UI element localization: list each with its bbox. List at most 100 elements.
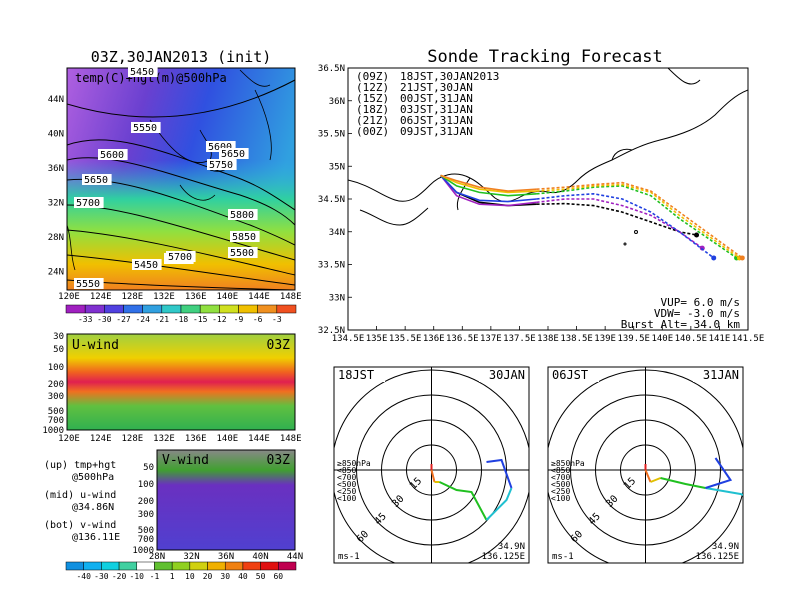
colorbar-label: -24: [135, 315, 150, 324]
x-tick-label: 148E: [280, 434, 302, 444]
hodograph-18jst: 15304560≥850hPa<850<700<500<250<10018JST…: [333, 366, 530, 564]
x-tick-label: 148E: [280, 292, 302, 302]
track-y-ticks: 36.5N 36N 35.5N 35N 34.5N 34N 33.5N 33N 32.5N: [318, 64, 352, 336]
x-tick-label: 120E: [58, 434, 80, 444]
contour-label-text: 5650: [221, 149, 245, 160]
contour-label: 5500: [228, 247, 258, 259]
x-tick-label: 132E: [153, 292, 175, 302]
colorbar-label: -12: [212, 315, 227, 324]
x-tick-label: 138E: [537, 334, 559, 344]
colorbar-swatch: [142, 304, 163, 314]
init-title: 03Z,30JAN2013 (init): [91, 48, 272, 66]
track-series: [439, 174, 745, 261]
legend-label: 03JST,31JAN: [400, 103, 473, 116]
pressure-legend: <250: [337, 487, 356, 496]
x-tick-label: 128E: [121, 292, 143, 302]
colorbar-label: -40: [76, 572, 91, 581]
pressure-legend: <250: [551, 487, 570, 496]
v-wind-field: [157, 450, 295, 550]
colorbar-swatch: [118, 561, 138, 571]
colorbar-swatch: [238, 304, 258, 314]
annotation-vup: VUP= 6.0 m/s: [661, 296, 740, 309]
pressure-legend: <700: [551, 473, 570, 482]
v-wind-time: 03Z: [267, 453, 291, 468]
contour-label-text: 5800: [230, 210, 254, 221]
y-tick-label: 500: [48, 407, 64, 417]
y-tick-label: 500: [138, 526, 154, 536]
x-tick-label: 137.5E: [503, 334, 536, 344]
temp-colorbar: -33 -30 -27 -24 -21 -18 -15 -12 -9 -6 -3: [65, 304, 297, 324]
hodo-trace: [644, 469, 652, 483]
x-tick-label: 144E: [248, 292, 270, 302]
colorbar-label: 30: [220, 572, 230, 581]
legend-code: (09Z): [356, 70, 389, 83]
colorbar-swatch: [257, 304, 278, 314]
x-tick-label: 136E: [423, 334, 445, 344]
pressure-legend: <500: [337, 480, 356, 489]
x-tick-label: 141.5E: [732, 334, 765, 344]
y-tick-label: 34.5N: [318, 195, 345, 205]
contour-labels: 5450555056005650570057505800585055005400…: [74, 66, 260, 290]
hodo-trace: [430, 469, 436, 483]
temp-map-x-ticks: 120E 124E 128E 132E 136E 140E 144E 148E: [58, 292, 301, 302]
contour-label-text: 5650: [84, 175, 108, 186]
x-tick-label: 139.5E: [617, 334, 650, 344]
hodo-time-label: 18JST: [338, 368, 374, 382]
x-tick-label: 136E: [185, 292, 207, 302]
x-tick-label: 44N: [287, 552, 303, 562]
hodo-location-lat: 34.9N: [498, 542, 525, 552]
v-wind-x-ticks: 28N 32N 36N 40N 44N: [149, 552, 303, 562]
colorbar-swatch: [276, 304, 297, 314]
track-line-dashed: [536, 181, 743, 259]
x-tick-label: 36N: [218, 552, 234, 562]
x-tick-label: 120E: [58, 292, 80, 302]
hodo-date-label: 30JAN: [489, 368, 525, 382]
hodo-trace: [486, 458, 513, 489]
x-tick-label: 135.5E: [389, 334, 422, 344]
x-tick-label: 140E: [216, 434, 238, 444]
legend-bot2: @136.11E: [72, 532, 120, 543]
contour-label: 5750: [207, 159, 237, 171]
v-colorbar: -40 -30 -20 -10 -1 1 10 20 30 40 50 60: [65, 561, 297, 581]
contour-label: 5600: [98, 149, 128, 161]
colorbar-swatch: [199, 304, 220, 314]
y-tick-label: 35.5N: [318, 130, 345, 140]
contour-label-text: 5750: [209, 160, 233, 171]
y-tick-label: 33.5N: [318, 261, 345, 271]
contour-label-text: 5550: [76, 279, 100, 290]
pressure-legend: <700: [337, 473, 356, 482]
v-wind-panel: [156, 449, 296, 551]
contour-label-text: 5550: [133, 123, 157, 134]
y-tick-label: 700: [48, 416, 64, 426]
hodo-date-label: 31JAN: [703, 368, 739, 382]
colorbar-swatch: [65, 304, 86, 314]
track-line-solid: [440, 174, 537, 197]
legend-code: (18Z): [356, 103, 389, 116]
colorbar-swatch: [242, 561, 261, 571]
pressure-legend: <850: [337, 466, 356, 475]
x-tick-label: 136.5E: [446, 334, 479, 344]
colorbar-label: -18: [174, 315, 189, 324]
contour-label: 5650: [82, 174, 112, 186]
contour-label: 5700: [166, 251, 196, 263]
y-tick-label: 35N: [329, 162, 345, 172]
track-endpoint: [711, 255, 717, 261]
colorbar-label: -10: [130, 572, 145, 581]
y-tick-label: 50: [53, 345, 64, 355]
track-line-solid: [440, 174, 537, 192]
x-tick-label: 138.5E: [560, 334, 593, 344]
hodo-time-label: 06JST: [552, 368, 588, 382]
temp-map-label: temp(C)+hgt(m)@500hPa: [75, 71, 227, 85]
colorbar-swatch: [104, 304, 124, 314]
y-tick-label: 30: [53, 332, 64, 342]
page-title: Sonde Tracking Forecast: [427, 47, 662, 67]
legend-mid2: @34.86N: [72, 502, 114, 513]
legend-label: 18JST,30JAN2013: [400, 70, 499, 83]
x-tick-label: 137E: [480, 334, 502, 344]
y-tick-label: 50: [143, 463, 154, 473]
colorbar-label: 60: [273, 572, 283, 581]
track-line-dashed: [536, 185, 738, 259]
v-wind-label: V-wind: [162, 453, 209, 468]
